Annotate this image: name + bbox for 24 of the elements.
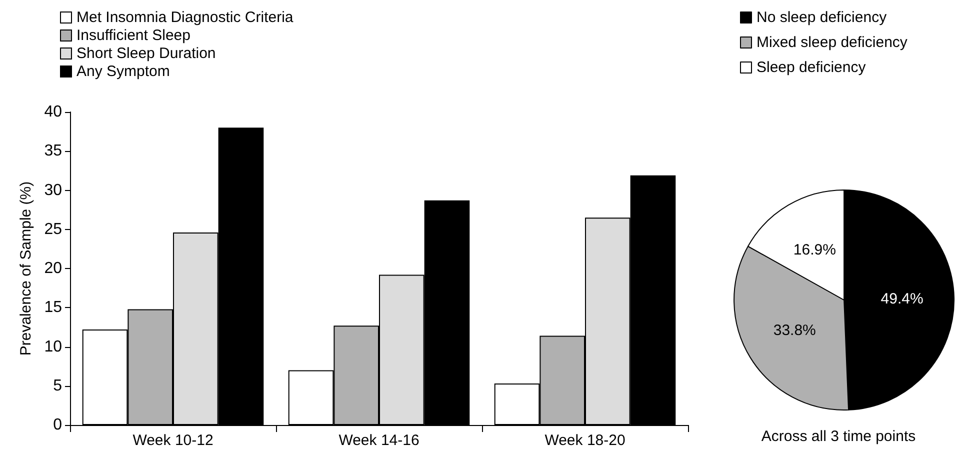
- y-tick-label: 30: [44, 182, 62, 199]
- x-tick-label: Week 18-20: [544, 432, 626, 449]
- y-tick-label: 20: [44, 260, 62, 277]
- legend-label: Met Insomnia Diagnostic Criteria: [76, 9, 294, 26]
- y-tick-label: 40: [44, 104, 62, 120]
- legend-label: No sleep deficiency: [756, 9, 888, 26]
- y-tick-label: 5: [53, 377, 62, 394]
- y-tick-label: 0: [53, 416, 62, 434]
- legend-label: Sleep deficiency: [756, 59, 866, 76]
- legend-label: Short Sleep Duration: [76, 45, 216, 62]
- text: Across all 3 time points: [761, 428, 916, 445]
- legend-label: Any Symptom: [76, 63, 170, 80]
- x-tick-label: Week 10-12: [132, 432, 214, 449]
- x-tick-label: Week 14-16: [338, 432, 420, 449]
- legend-label: Mixed sleep deficiency: [756, 34, 908, 51]
- data-label: 33.8%: [773, 322, 816, 339]
- data-label: 16.9%: [793, 241, 836, 258]
- y-tick-label: 35: [44, 142, 62, 160]
- y-tick-label: 15: [44, 299, 62, 316]
- data-label: 49.4%: [880, 290, 924, 308]
- legend-label: Insufficient Sleep: [76, 27, 190, 44]
- y-axis-title: Prevalence of Sample (%): [17, 181, 34, 356]
- y-tick-label: 10: [44, 338, 62, 356]
- y-tick-label: 25: [44, 220, 62, 238]
